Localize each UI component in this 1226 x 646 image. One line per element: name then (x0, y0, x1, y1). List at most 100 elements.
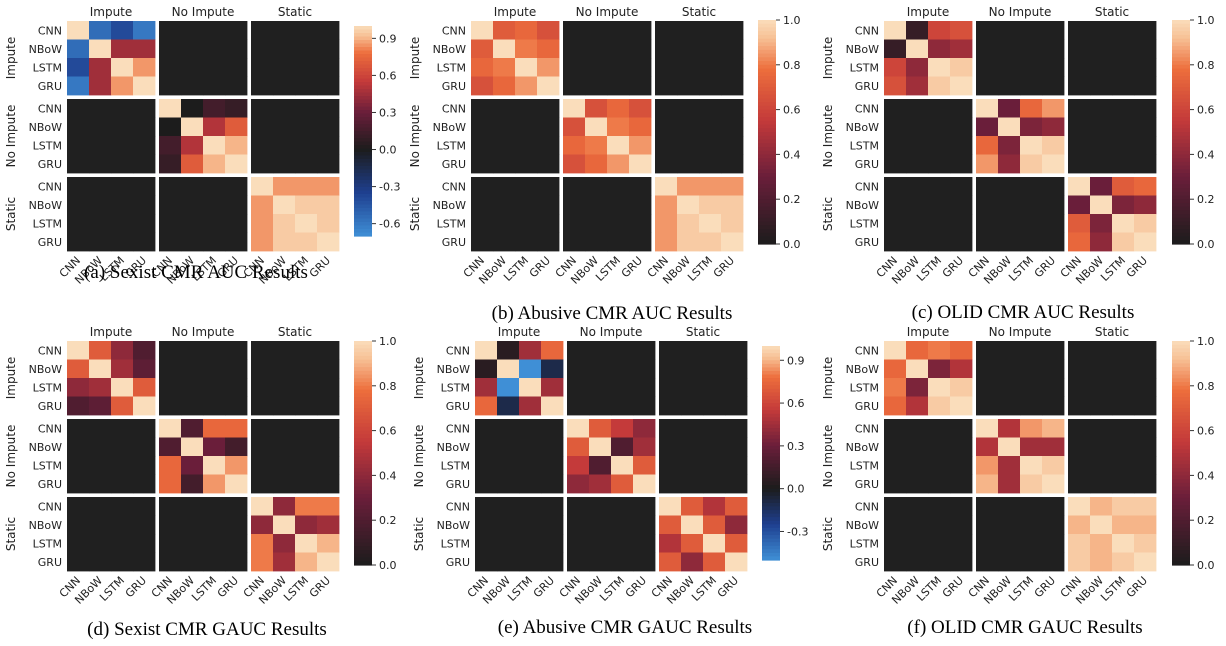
heatmap-cell (317, 552, 340, 572)
heatmap-cell (633, 456, 656, 475)
row-tick-label: CNN (38, 422, 62, 435)
heatmap-cell (541, 419, 564, 438)
heatmap-cell (563, 214, 586, 233)
row-tick-label: GRU (442, 158, 466, 171)
colorbar-segment (758, 206, 776, 211)
heatmap-cell (629, 154, 652, 174)
row-group-label: Impute (408, 37, 422, 80)
heatmap-cell (159, 437, 182, 457)
colorbar-tick-label: 0.0 (379, 144, 397, 157)
colorbar-segment (354, 64, 372, 69)
heatmap-cell (67, 474, 90, 494)
colorbar-segment (762, 520, 780, 525)
heatmap-cell (1134, 534, 1157, 553)
heatmap-cell (585, 214, 608, 233)
heatmap-cell (111, 396, 134, 416)
heatmap-cell (1068, 214, 1091, 233)
heatmap-cell (884, 58, 907, 77)
colorbar-segment (758, 184, 776, 189)
heatmap-cell (976, 474, 999, 494)
colorbar-segment (1172, 441, 1190, 447)
colorbar-segment (1172, 542, 1190, 547)
row-tick-label: GRU (38, 556, 62, 569)
col-tick-label: GRU (715, 574, 741, 600)
heatmap-cell (1134, 58, 1157, 77)
heatmap-cell (1042, 396, 1065, 416)
heatmap-cell (225, 396, 248, 416)
heatmap-cell (475, 497, 498, 516)
heatmap-cell (1134, 214, 1157, 233)
heatmap-cell (585, 232, 608, 252)
colorbar-segment (1172, 467, 1190, 473)
row-group-label: Impute (4, 37, 18, 80)
heatmap-cell (659, 456, 682, 475)
colorbar-segment (758, 158, 776, 163)
heatmap-cell (111, 419, 134, 438)
heatmap-cell (1090, 534, 1113, 553)
heatmap-cell (317, 76, 340, 96)
heatmap-cell (181, 76, 204, 96)
col-tick-label: GRU (1032, 254, 1058, 280)
heatmap-cell (998, 39, 1021, 59)
heatmap-cell (519, 396, 542, 416)
heatmap-cell (295, 39, 318, 59)
col-tick-label: GRU (123, 574, 149, 600)
heatmap-cell (1112, 136, 1135, 155)
heatmap-cell (998, 154, 1021, 174)
row-tick-label: CNN (38, 102, 62, 115)
heatmap-cell (928, 136, 951, 155)
heatmap-cell (537, 21, 560, 40)
heatmap-cell (133, 497, 156, 516)
colorbar-tick-label: 0.2 (379, 514, 397, 527)
heatmap-cell (537, 76, 560, 96)
row-tick-label: LSTM (33, 381, 62, 394)
col-tick-label: GRU (1124, 254, 1150, 280)
heatmap-cell (1090, 195, 1113, 215)
colorbar-segment (354, 341, 372, 346)
heatmap-cell (111, 154, 134, 174)
colorbar-segment (354, 113, 372, 118)
heatmap-cell (273, 497, 296, 516)
colorbar-segment (758, 94, 776, 99)
colorbar-segment (762, 531, 780, 536)
row-group-label: No Impute (408, 105, 422, 168)
heatmap-cell (633, 378, 656, 397)
heatmap-cell (203, 341, 226, 360)
heatmap-cell (67, 154, 90, 174)
heatmap-cell (89, 76, 112, 96)
heatmap-cell (1090, 456, 1113, 475)
colorbar-segment (354, 33, 372, 38)
heatmap-cell (295, 214, 318, 233)
heatmap-cell (611, 419, 634, 438)
heatmap-cell (1134, 39, 1157, 59)
colorbar-segment (1172, 479, 1190, 484)
heatmap-cell (317, 136, 340, 155)
colorbar-segment (1172, 161, 1190, 167)
heatmap-cell (295, 419, 318, 438)
heatmap-cell (519, 456, 542, 475)
heatmap-cell (1020, 58, 1043, 77)
heatmap-cell (295, 58, 318, 77)
heatmap-cell (515, 21, 538, 40)
heatmap-cell (251, 214, 274, 233)
heatmap-cell (225, 177, 248, 196)
heatmap-cell (563, 154, 586, 174)
colorbar-segment (758, 38, 776, 43)
colorbar-segment (354, 467, 372, 473)
colorbar-segment (354, 382, 372, 387)
heatmap-cell (567, 515, 590, 535)
heatmap-cell (1020, 76, 1043, 96)
heatmap-cell (225, 76, 248, 96)
heatmap-cell (159, 396, 182, 416)
heatmap-cell (1020, 515, 1043, 535)
heatmap-cell (611, 437, 634, 457)
heatmap-cell (998, 58, 1021, 77)
colorbar-segment (762, 410, 780, 415)
heatmap-cell (976, 214, 999, 233)
heatmap-cell (1068, 177, 1091, 196)
colorbar-segment (354, 211, 372, 216)
heatmap-cell (677, 214, 700, 233)
heatmap-cell (89, 552, 112, 572)
heatmap-panel-5: Impute No Impute Static Impute No Impute Stat… (412, 325, 808, 638)
heatmap-cell (295, 515, 318, 535)
